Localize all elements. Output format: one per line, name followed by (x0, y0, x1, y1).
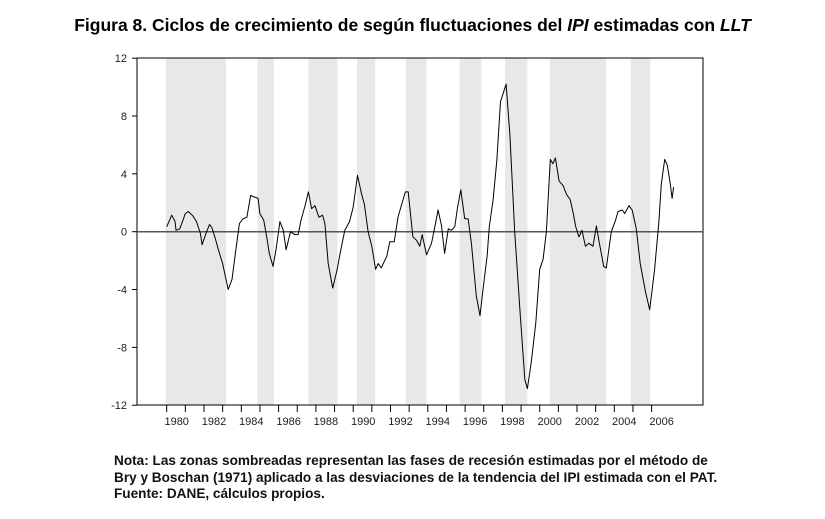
x-tick-label: 1990 (351, 416, 375, 428)
title-text-2: estimadas con (588, 15, 720, 35)
chart-note: Nota: Las zonas sombreadas representan l… (114, 453, 718, 501)
x-tick-label: 1988 (314, 416, 338, 428)
title-ipi: IPI (567, 15, 589, 35)
x-tick-label: 1998 (500, 416, 524, 428)
x-tick-label: 1994 (426, 416, 450, 428)
title-text: Figura 8. Ciclos de crecimiento de según… (74, 15, 568, 35)
y-tick-label: 12 (115, 53, 127, 65)
axes: 12 8 4 0 -4 -8 -12 1980 1982 1984 1986 1988 1990 1992… (111, 53, 704, 428)
x-tick-label: 1996 (463, 416, 487, 428)
x-tick-label: 2002 (575, 416, 599, 428)
chart-title: Figura 8. Ciclos de crecimiento de según… (0, 15, 825, 36)
series-group (166, 83, 675, 390)
y-tick-label: 8 (121, 111, 127, 123)
x-tick-label: 2000 (537, 416, 561, 428)
y-tick-label: -4 (117, 285, 127, 297)
x-tick-label: 2004 (612, 416, 636, 428)
y-tick-label: -8 (117, 342, 127, 354)
series-line (166, 83, 675, 390)
title-llt: LLT (719, 15, 751, 35)
x-tick-label: 1986 (276, 416, 300, 428)
x-tick-label: 2006 (649, 416, 673, 428)
y-tick-label: 4 (121, 169, 127, 181)
x-tick-label: 1992 (388, 416, 412, 428)
y-tick-label: -12 (111, 400, 127, 412)
x-tick-label: 1984 (239, 416, 263, 428)
x-tick-label: 1982 (202, 416, 226, 428)
y-tick-label: 0 (121, 227, 127, 239)
x-tick-label: 1980 (164, 416, 188, 428)
